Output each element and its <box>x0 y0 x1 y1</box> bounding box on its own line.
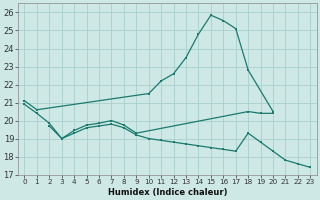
X-axis label: Humidex (Indice chaleur): Humidex (Indice chaleur) <box>108 188 227 197</box>
